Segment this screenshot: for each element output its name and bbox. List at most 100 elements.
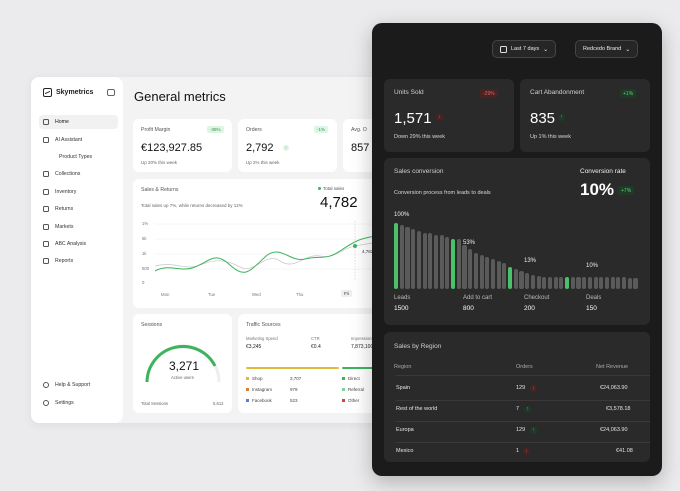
cart-abandonment-card[interactable]: Cart Abandonment +1% 835 ↑ Up 1% this we… (520, 79, 650, 152)
x-tick: Thu (296, 292, 304, 297)
sidebar-item-settings[interactable]: Settings (39, 396, 118, 410)
brand-dropdown[interactable]: Redcedo Brand ⌄ (575, 40, 639, 58)
marketing-spend-label: Marketing Spend (246, 336, 278, 341)
sidebar-item-reports[interactable]: Reports (39, 254, 118, 268)
traffic-name: Direct (348, 376, 360, 381)
sessions-label: Sessions (141, 322, 163, 328)
orders-sub: Up 2% this week (246, 160, 280, 165)
ctr-label: CTR (311, 336, 320, 341)
sidebar-item-help[interactable]: Help & Support (39, 378, 118, 392)
traffic-value: 523 (290, 398, 298, 403)
stage-value: 1500 (394, 305, 409, 312)
orders-card[interactable]: Orders -1% 2,792 ↑ Up 2% this week (238, 119, 337, 172)
traffic-row: Direct (342, 376, 360, 381)
legend-dot (246, 377, 249, 380)
impressions-value: 7,873,100 (351, 344, 374, 350)
gear-icon (43, 400, 49, 406)
conversion-rate-label: Conversion rate (580, 168, 626, 175)
reports-icon (43, 258, 49, 264)
sessions-foot-value: 5,612 (213, 401, 224, 406)
sessions-foot-label: Total Sessions (141, 401, 168, 406)
divider (396, 421, 650, 422)
funnel-bar (519, 271, 524, 289)
traffic-name: Instagram (252, 387, 273, 392)
chart-point[interactable] (353, 244, 357, 248)
funnel-bar (508, 267, 513, 289)
table-row[interactable]: Europa 129 ↑ €24,063.90 (396, 427, 650, 439)
traffic-name: Facebook (252, 398, 272, 403)
funnel-bar (496, 261, 501, 289)
traffic-row: Facebook (246, 398, 272, 403)
funnel-bar (439, 235, 444, 289)
funnel-bar (422, 233, 427, 289)
x-tick-selected[interactable]: Fri (341, 290, 353, 297)
sidebar-item-label: AI Assistant (55, 137, 83, 143)
conversion-rate-badge: +7% (618, 186, 635, 195)
legend-dot (342, 388, 345, 391)
avg-value: 857 (351, 142, 370, 154)
trend-up-icon: ↑ (558, 114, 565, 121)
stage-value: 200 (524, 305, 535, 312)
traffic-name: Referral (348, 387, 365, 392)
help-icon (43, 382, 49, 388)
sidebar-item-label: Product Types (59, 154, 93, 160)
profit-label: Profit Margin (141, 127, 171, 133)
sparkle-icon (43, 137, 49, 143)
cart-value: 835 (530, 110, 556, 127)
table-row[interactable]: Rest of the world 7 ↑ €3,578.18 (396, 406, 650, 418)
collections-icon (43, 171, 49, 177)
sessions-card: Sessions 3,271 Active users Total Sessio… (133, 314, 232, 413)
table-row[interactable]: Mexico 1 ↓ €41.08 (396, 448, 650, 460)
light-dashboard-window: Skymetrics Home AI Assistant Product Typ… (31, 77, 381, 423)
region-name: Europa (396, 427, 414, 433)
funnel-bar (599, 277, 604, 289)
region-orders: 7 (516, 406, 520, 412)
sidebar-item-inventory[interactable]: Inventory (39, 185, 118, 199)
sidebar-item-product-types[interactable]: Product Types (39, 150, 118, 164)
date-range-dropdown[interactable]: Last 7 days ⌄ (492, 40, 557, 58)
legend-dot (342, 399, 345, 402)
legend-label: Total sales (323, 186, 345, 191)
units-sold-card[interactable]: Units Sold -29% 1,571 ↓ Down 29% this we… (384, 79, 514, 152)
traffic-row: Shop (246, 376, 263, 381)
funnel-bar (622, 277, 627, 289)
region-orders: 1 (516, 448, 520, 454)
sidebar-item-ai-assistant[interactable]: AI Assistant (39, 133, 118, 147)
analysis-icon (43, 241, 49, 247)
funnel-bar (570, 277, 575, 289)
funnel-bar (559, 277, 564, 289)
sessions-value: 3,271 (169, 359, 200, 373)
sidebar-item-home[interactable]: Home (39, 115, 118, 129)
orders-header: Orders (516, 364, 533, 370)
table-row[interactable]: Spain 129 ↓ €24,063.90 (396, 385, 650, 397)
funnel-bar (582, 277, 587, 289)
stage-pct: 53% (463, 240, 476, 246)
x-tick: Tue (208, 292, 216, 297)
profit-margin-card[interactable]: Profit Margin -38% €123,927.85 Up 20% th… (133, 119, 232, 172)
calendar-icon (500, 45, 507, 53)
trend-up-icon: ↑ (524, 406, 531, 413)
funnel-bar (525, 273, 530, 289)
funnel-bar (604, 277, 610, 289)
sales-value: 4,782 (320, 194, 358, 211)
brand-logo[interactable]: Skymetrics (43, 88, 93, 97)
sidebar-item-collections[interactable]: Collections (39, 167, 118, 181)
units-badge: -29% (480, 89, 498, 98)
funnel-bar (456, 239, 461, 289)
sidebar-item-abc-analysis[interactable]: ABC Analysis (39, 237, 118, 251)
sidebar-item-markets[interactable]: Markets (39, 220, 118, 234)
collapse-sidebar-icon[interactable] (107, 89, 115, 96)
sidebar-item-label: Home (55, 119, 69, 125)
traffic-value: 3,707 (290, 376, 302, 381)
logo-icon (43, 88, 52, 97)
brand-label: Redcedo Brand (583, 46, 622, 52)
funnel-bar (565, 277, 570, 289)
trend-down-icon: ↓ (436, 114, 443, 121)
funnel-bar (490, 259, 496, 289)
conversion-sub: Conversion process from leads to deals (394, 190, 491, 196)
sales-line-chart (155, 221, 381, 281)
sidebar-item-returns[interactable]: Returns (39, 202, 118, 216)
marketing-spend-value: €3,245 (246, 344, 262, 350)
region-title: Sales by Region (394, 343, 442, 350)
sidebar-item-label: ABC Analysis (55, 241, 87, 247)
